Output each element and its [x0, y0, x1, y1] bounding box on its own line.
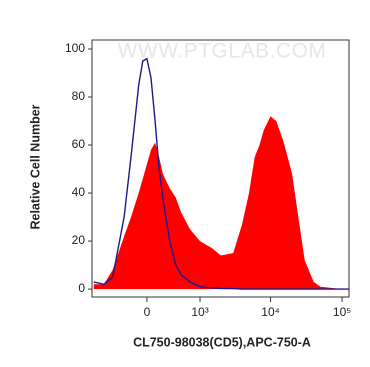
y-tick-label: 40	[72, 185, 86, 199]
x-tick-label: 10³	[191, 305, 208, 319]
y-tick-label: 100	[65, 41, 85, 55]
watermark: WWW.PTGLAB.COM	[118, 40, 327, 63]
y-tick-label: 0	[78, 281, 85, 295]
x-tick-label: 10⁵	[333, 305, 351, 319]
y-tick-label: 20	[72, 233, 86, 247]
histogram-line	[93, 57, 349, 290]
x-tick-label: 0	[144, 305, 151, 319]
x-tick-label: 10⁴	[261, 305, 280, 319]
y-tick-label: 60	[72, 137, 86, 151]
plot-frame	[91, 39, 350, 298]
x-axis-label: CL750-98038(CD5),APC-750-A	[133, 335, 311, 349]
y-tick-label: 80	[72, 89, 86, 103]
y-axis-label: Relative Cell Number	[28, 104, 42, 229]
